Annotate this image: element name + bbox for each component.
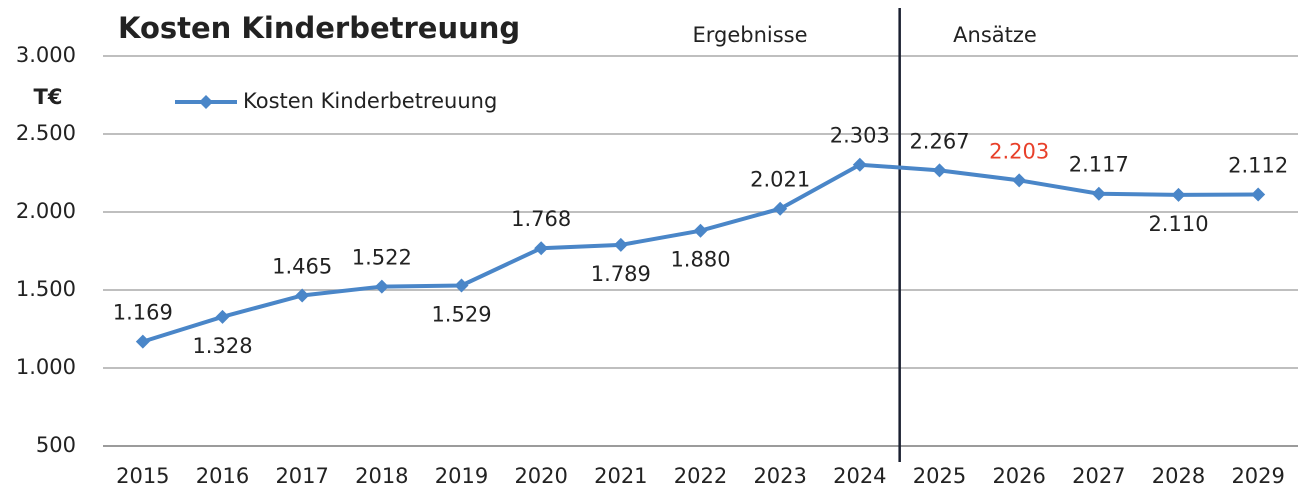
y-tick-label: 1.500 (16, 277, 76, 301)
y-tick-label: 500 (36, 433, 76, 457)
marker (852, 157, 867, 172)
data-label: 1.789 (591, 262, 651, 286)
data-label: 1.522 (352, 246, 412, 270)
data-label: 1.880 (670, 248, 730, 272)
data-label: 2.267 (909, 129, 969, 153)
legend-marker (199, 95, 213, 109)
marker (693, 223, 708, 238)
marker (932, 163, 947, 178)
y-tick-label: 1.000 (16, 355, 76, 379)
marker (1171, 187, 1186, 202)
marker (1251, 187, 1266, 202)
marker (135, 334, 150, 349)
x-tick-label: 2020 (514, 464, 567, 488)
x-tick-label: 2016 (196, 464, 249, 488)
marker (295, 288, 310, 303)
x-tick-label: 2027 (1072, 464, 1125, 488)
data-label: 2.112 (1228, 154, 1288, 178)
data-label: 2.117 (1069, 153, 1129, 177)
marker (773, 201, 788, 216)
data-label: 1.768 (511, 207, 571, 231)
annotation: Ansätze (953, 23, 1037, 47)
y-tick-label: 2.500 (16, 121, 76, 145)
x-tick-label: 2015 (116, 464, 169, 488)
x-tick-label: 2019 (435, 464, 488, 488)
marker (1091, 186, 1106, 201)
annotation: Ergebnisse (692, 23, 807, 47)
y-unit-label: T€ (34, 85, 63, 109)
marker (374, 279, 389, 294)
x-tick-label: 2023 (753, 464, 806, 488)
x-tick-label: 2028 (1152, 464, 1205, 488)
x-tick-label: 2024 (833, 464, 886, 488)
data-label: 1.529 (431, 302, 491, 326)
x-tick-label: 2018 (355, 464, 408, 488)
x-tick-label: 2021 (594, 464, 647, 488)
y-tick-label: 3.000 (16, 43, 76, 67)
marker (454, 278, 469, 293)
chart-title: Kosten Kinderbetreuung (118, 11, 520, 45)
data-label: 1.465 (272, 254, 332, 278)
marker (613, 237, 628, 252)
marker (534, 241, 549, 256)
x-tick-label: 2025 (913, 464, 966, 488)
data-label: 2.021 (750, 168, 810, 192)
data-label: 2.303 (830, 124, 890, 148)
data-label: 2.110 (1148, 212, 1208, 236)
marker (1012, 173, 1027, 188)
data-label: 1.169 (113, 301, 173, 325)
x-tick-label: 2017 (275, 464, 328, 488)
legend-label: Kosten Kinderbetreuung (243, 89, 497, 113)
x-tick-label: 2022 (674, 464, 727, 488)
marker (215, 309, 230, 324)
y-tick-label: 2.000 (16, 199, 76, 223)
x-tick-label: 2026 (992, 464, 1045, 488)
x-tick-label: 2029 (1231, 464, 1284, 488)
data-label: 1.328 (192, 334, 252, 358)
data-label: 2.203 (989, 139, 1049, 163)
